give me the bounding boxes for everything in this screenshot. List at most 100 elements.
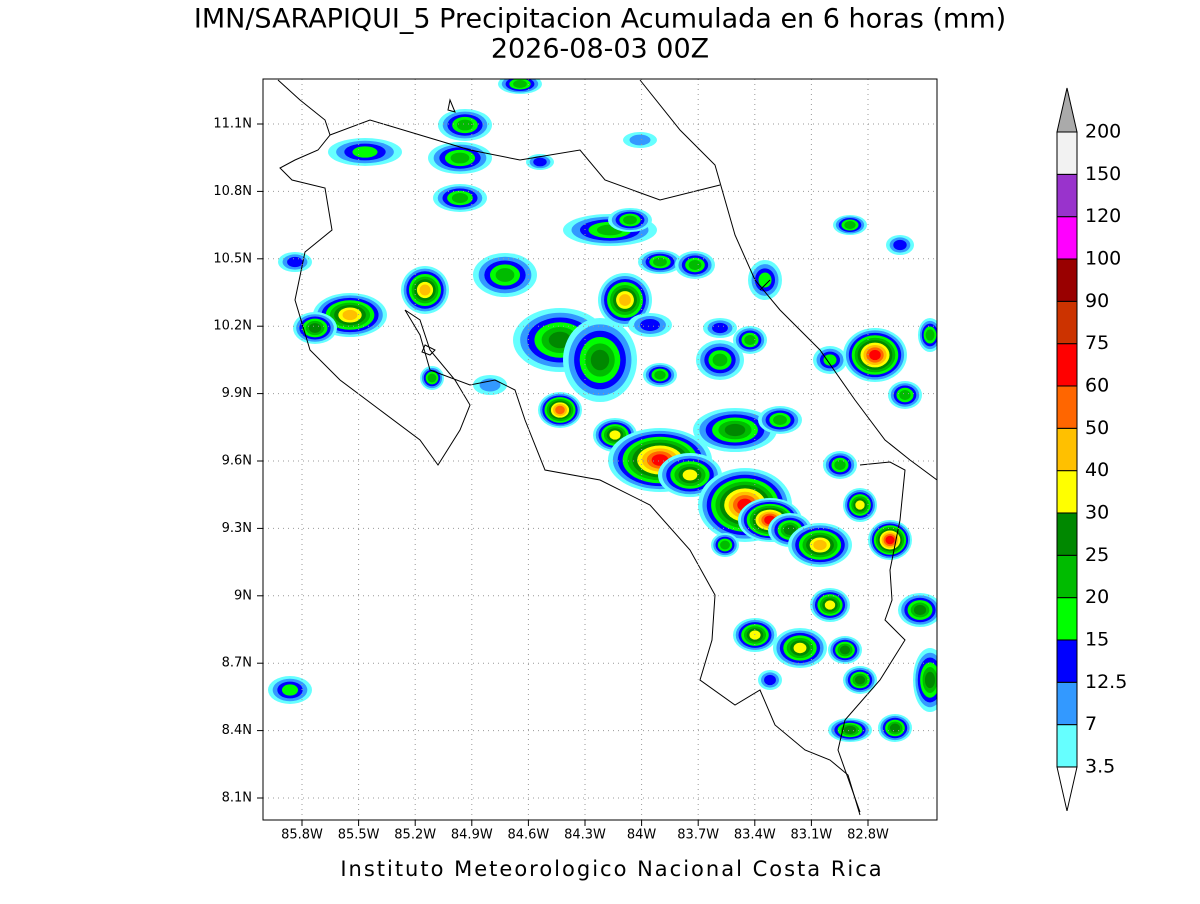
precip-cell — [682, 469, 698, 481]
colorbar-label: 200 — [1085, 121, 1121, 143]
colorbar-swatch — [1056, 385, 1078, 429]
lon-label: 84.3W — [564, 828, 606, 843]
precip-cell — [619, 294, 631, 306]
lon-label: 85.2W — [394, 828, 436, 843]
precip-cell — [450, 152, 470, 164]
precip-cell — [419, 284, 431, 296]
lon-label: 84W — [627, 828, 657, 843]
colorbar-swatch — [1056, 554, 1078, 599]
precip-cell — [749, 630, 761, 640]
precip-cell — [783, 524, 797, 536]
colorbar-label: 150 — [1085, 163, 1121, 185]
title: IMN/SARAPIQUI_5 Precipitacion Acumulada … — [194, 4, 1006, 35]
lat-label: 9.6N — [222, 454, 252, 469]
precip-cell — [889, 723, 901, 733]
precip-cell — [281, 684, 299, 696]
precip-cell — [843, 725, 857, 735]
precip-cell — [758, 272, 772, 288]
lon-label: 83.7W — [677, 828, 719, 843]
precip-cell — [287, 256, 303, 268]
precip-cell — [495, 268, 515, 282]
precip-cell — [479, 378, 501, 392]
precip-cell — [885, 535, 895, 545]
lon-label: 83.4W — [734, 828, 776, 843]
colorbar-label: 40 — [1085, 459, 1109, 481]
precip-cell — [352, 146, 378, 158]
colorbar-label: 3.5 — [1085, 755, 1115, 777]
colorbar-swatch — [1056, 173, 1078, 218]
lat-label: 10.8N — [213, 184, 252, 199]
lat-label: 9.9N — [222, 386, 252, 401]
colorbar-swatch — [1056, 512, 1078, 556]
precip-cell — [688, 260, 702, 270]
colorbar-label: 7 — [1085, 713, 1097, 735]
colorbar-swatch — [1056, 131, 1078, 175]
lon-label: 85.5W — [338, 828, 380, 843]
precip-cell — [834, 460, 846, 470]
lat-label: 9.3N — [222, 521, 252, 536]
precip-cell — [893, 239, 907, 251]
colorbar: 3.5 7 12.5 15 20 25 30 40 50 60 75 90 100 120 150 200 — [1056, 87, 1127, 812]
colorbar-label: 20 — [1085, 586, 1109, 608]
colorbar-under — [1056, 766, 1078, 812]
colorbar-label: 60 — [1085, 374, 1109, 396]
colorbar-label: 12.5 — [1085, 671, 1127, 693]
colorbar-label: 75 — [1085, 332, 1109, 354]
precip-cell — [869, 349, 881, 361]
lon-label: 85.8W — [281, 828, 323, 843]
precip-cell — [844, 221, 856, 229]
precip-cell — [609, 430, 621, 440]
lat-label: 8.7N — [222, 656, 252, 671]
colorbar-over — [1056, 87, 1078, 133]
colorbar-label: 90 — [1085, 290, 1109, 312]
lat-label: 11.1N — [213, 117, 252, 132]
precip-cell — [813, 539, 827, 551]
precip-cell — [823, 354, 837, 366]
colorbar-swatch — [1056, 427, 1078, 472]
precip-field — [268, 79, 937, 742]
precip-cell — [712, 322, 728, 334]
precip-cell — [451, 193, 469, 203]
precip-cell — [623, 215, 637, 225]
coastlines — [277, 79, 937, 816]
precip-cell — [653, 257, 667, 267]
colorbar-swatch — [1056, 216, 1078, 260]
map-frame — [262, 78, 938, 821]
precip-cell — [773, 415, 787, 425]
precip-cell — [513, 80, 527, 88]
precip-cell — [427, 373, 437, 383]
precip-cell — [654, 370, 666, 380]
colorbar-label: 15 — [1085, 628, 1109, 650]
lon-label: 82.8W — [847, 828, 889, 843]
precip-cell — [342, 309, 358, 321]
colorbar-swatch — [1056, 639, 1078, 683]
precip-cell — [308, 323, 322, 333]
lat-label: 8.1N — [222, 791, 252, 806]
colorbar-label: 25 — [1085, 544, 1109, 566]
colorbar-label: 30 — [1085, 501, 1109, 523]
colorbar-swatch — [1056, 343, 1078, 387]
precip-cell — [839, 645, 851, 655]
precip-cell — [824, 600, 836, 610]
lat-label: 9N — [234, 588, 252, 603]
precip-cell — [764, 674, 776, 686]
colorbar-swatch — [1056, 470, 1078, 514]
colorbar-swatch — [1056, 597, 1078, 641]
precip-cell — [629, 134, 651, 146]
precip-cell — [925, 329, 935, 341]
precip-cell — [724, 423, 746, 437]
precip-cell — [548, 331, 572, 349]
lon-label: 84.9W — [451, 828, 493, 843]
precip-cell — [640, 319, 660, 331]
precip-cell — [899, 390, 911, 400]
subtitle: 2026-08-03 00Z — [491, 34, 709, 65]
precip-cell — [793, 642, 807, 654]
precip-cell — [913, 604, 927, 616]
precip-cell — [855, 500, 865, 510]
colorbar-label: 100 — [1085, 247, 1121, 269]
lat-label: 10.2N — [213, 319, 252, 334]
lat-label: 10.5N — [213, 251, 252, 266]
graticule — [263, 79, 937, 820]
lat-label: 8.4N — [222, 723, 252, 738]
